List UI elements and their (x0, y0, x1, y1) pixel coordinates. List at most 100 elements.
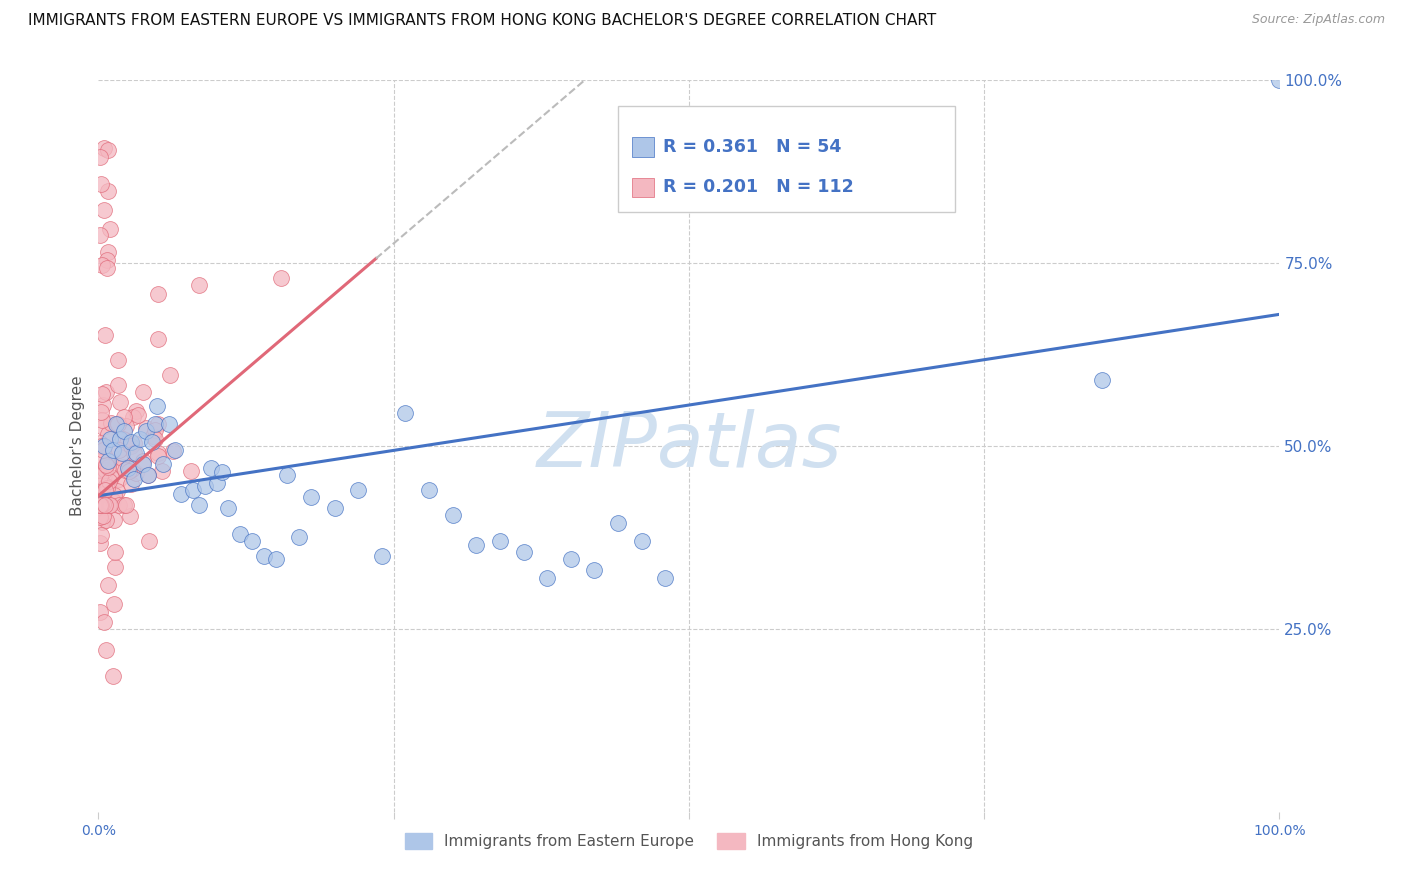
Point (187, 498, 209, 512)
Point (115, 498, 138, 512)
Point (93, 141, 115, 155)
Point (98, 498, 121, 512)
Point (107, 483, 129, 498)
Point (89, 150, 111, 164)
Point (90, 452, 112, 467)
Point (146, 417, 169, 432)
Point (110, 450, 132, 465)
Point (89, 468, 111, 483)
Point (91, 487, 114, 501)
Point (94, 643, 117, 657)
Point (211, 465, 233, 479)
Point (108, 442, 131, 457)
Point (89, 463, 111, 477)
Point (489, 534, 512, 549)
Point (94, 458, 117, 472)
Point (97, 453, 120, 467)
Point (97, 244, 120, 259)
Point (125, 403, 148, 417)
Point (98, 498, 121, 512)
Point (122, 410, 145, 425)
Point (94, 327, 117, 342)
Point (111, 459, 134, 474)
Point (654, 571, 676, 585)
Point (94, 463, 117, 477)
Point (97, 427, 120, 442)
Point (560, 552, 582, 566)
Point (371, 549, 394, 563)
Point (93, 439, 115, 453)
Point (104, 545, 127, 559)
Point (89, 436, 111, 450)
Text: R = 0.201   N = 112: R = 0.201 N = 112 (664, 178, 853, 196)
Point (89, 498, 111, 512)
Legend: Immigrants from Eastern Europe, Immigrants from Hong Kong: Immigrants from Eastern Europe, Immigran… (398, 827, 980, 855)
Text: ZIPatlas: ZIPatlas (536, 409, 842, 483)
Point (94, 458, 117, 472)
Point (117, 461, 139, 475)
Point (94, 384, 117, 399)
Point (229, 526, 252, 541)
Point (101, 669, 124, 683)
Point (146, 399, 169, 413)
Point (91, 420, 114, 434)
Point (607, 516, 630, 530)
Point (107, 352, 129, 367)
Point (94, 483, 117, 497)
FancyBboxPatch shape (619, 106, 955, 212)
Point (143, 417, 166, 431)
Point (299, 490, 322, 504)
Point (91, 516, 114, 530)
Point (217, 501, 239, 516)
Point (1268, 73, 1291, 87)
Point (112, 409, 135, 424)
Point (180, 464, 202, 478)
Point (103, 513, 125, 527)
Point (108, 498, 131, 512)
Point (98, 432, 121, 446)
Point (90, 498, 112, 512)
Point (93, 203, 115, 218)
Point (94, 513, 117, 527)
Point (276, 468, 298, 483)
Point (630, 534, 652, 549)
Point (93, 398, 115, 412)
Point (135, 425, 157, 439)
Point (170, 486, 193, 500)
Point (96, 479, 118, 493)
Point (90, 386, 112, 401)
Point (152, 457, 174, 471)
Point (91, 443, 114, 458)
Point (143, 432, 166, 446)
Point (138, 533, 160, 548)
Point (96, 252, 118, 267)
Point (100, 416, 122, 430)
Point (91, 508, 114, 523)
Point (1091, 373, 1114, 387)
Point (465, 538, 488, 552)
Point (100, 454, 122, 468)
Point (323, 501, 346, 516)
Point (118, 464, 141, 478)
Point (264, 552, 287, 566)
Point (146, 332, 169, 346)
Point (111, 446, 134, 460)
Point (200, 461, 222, 475)
Point (583, 563, 606, 577)
Point (90, 413, 112, 427)
Text: Source: ZipAtlas.com: Source: ZipAtlas.com (1251, 13, 1385, 27)
Point (101, 494, 124, 508)
Point (347, 483, 370, 497)
Point (146, 445, 169, 459)
Point (112, 425, 135, 439)
Point (94, 498, 117, 512)
Point (103, 597, 125, 611)
Point (441, 508, 464, 523)
Point (100, 221, 122, 235)
Point (107, 377, 129, 392)
Point (96, 261, 118, 276)
Point (148, 449, 170, 463)
Point (97, 474, 120, 488)
Point (132, 453, 155, 467)
Point (114, 463, 136, 477)
